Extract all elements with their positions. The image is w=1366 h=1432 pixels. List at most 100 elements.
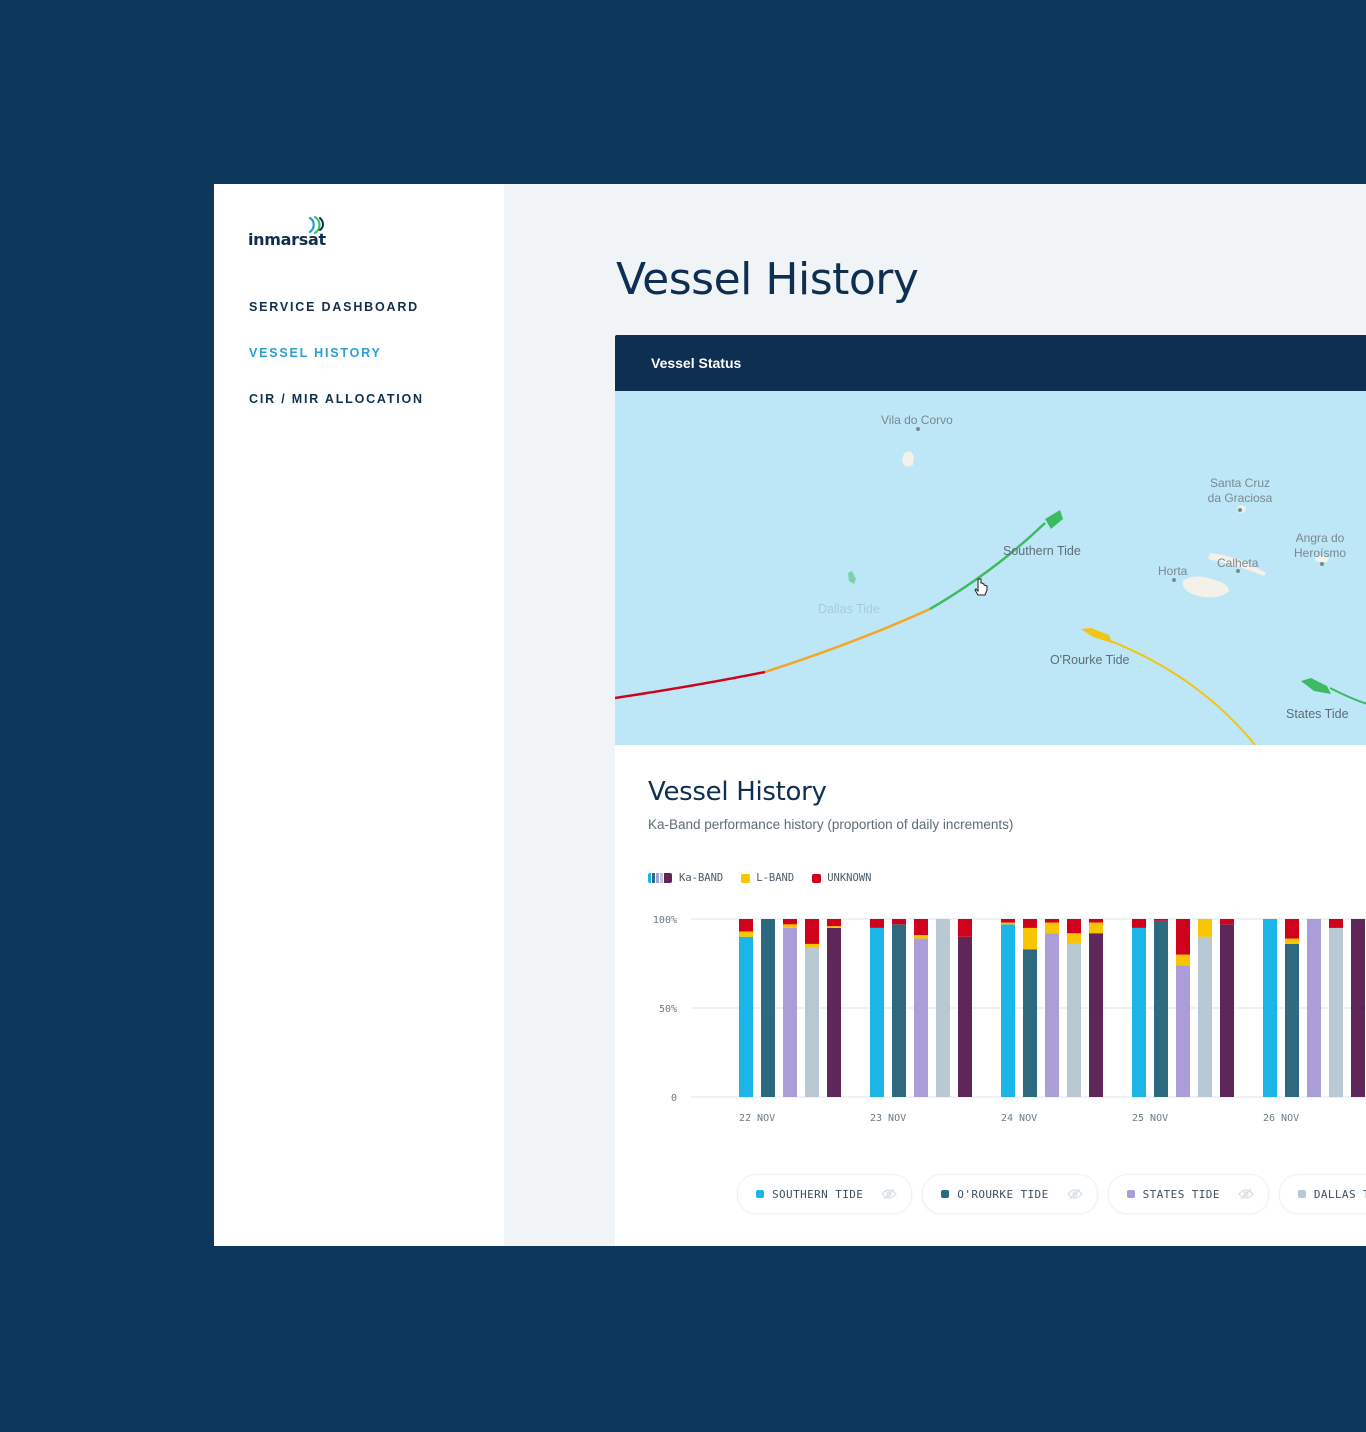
southern-tide-marker xyxy=(1045,510,1063,529)
eye-slash-icon[interactable] xyxy=(881,1188,898,1200)
logo-wordmark: inmarsat xyxy=(248,230,326,249)
nav-item-cir-mir-allocation[interactable]: CIR / MIR ALLOCATION xyxy=(249,392,424,406)
bar-ka-band xyxy=(783,927,797,1097)
ka-band-swatch xyxy=(648,873,673,883)
bar-ka-band xyxy=(1263,919,1277,1097)
vessel-label-states-tide[interactable]: States Tide xyxy=(1286,707,1349,721)
bar-ka-band xyxy=(1329,927,1343,1097)
bar-ka-band xyxy=(827,927,841,1097)
vessel-card: Vessel Status xyxy=(615,335,1366,1246)
legend-unknown-label: UNKNOWN xyxy=(827,872,872,884)
bar-l-band xyxy=(1001,922,1015,925)
x-tick-label: 22 NOV xyxy=(739,1113,775,1124)
bar-ka-band xyxy=(1198,936,1212,1097)
bar-l-band xyxy=(827,926,841,928)
filter-states-tide[interactable]: STATES TIDE xyxy=(1107,1174,1269,1214)
bar-ka-band xyxy=(1351,919,1365,1097)
eye-slash-icon[interactable] xyxy=(1066,1188,1083,1200)
legend-ka-band-label: Ka-BAND xyxy=(679,872,724,884)
southern-tide-track-good xyxy=(929,522,1046,611)
bar-unknown xyxy=(870,919,884,928)
bar-unknown xyxy=(1220,919,1234,925)
southern-tide-track-fair xyxy=(764,607,931,674)
bar-ka-band xyxy=(1023,949,1037,1097)
y-tick-label: 0 xyxy=(671,1093,677,1104)
vessel-map[interactable]: Vila do Corvo Santa Cruz da Graciosa Ang… xyxy=(615,391,1366,745)
inmarsat-logo[interactable]: inmarsat xyxy=(248,216,348,252)
bar-unknown xyxy=(958,919,972,937)
bar-ka-band xyxy=(1045,933,1059,1097)
x-tick-label: 26 NOV xyxy=(1263,1113,1299,1124)
x-tick-label: 25 NOV xyxy=(1132,1113,1168,1124)
bar-unknown xyxy=(1089,919,1103,923)
legend-l-band: L-BAND xyxy=(741,872,794,884)
bar-l-band xyxy=(783,924,797,928)
nav-item-service-dashboard[interactable]: SERVICE DASHBOARD xyxy=(249,300,419,314)
island-corvo xyxy=(902,451,914,467)
southern-tide-swatch xyxy=(756,1190,764,1198)
island-faial xyxy=(1182,576,1229,598)
bar-l-band xyxy=(1285,938,1299,944)
states-tide-track xyxy=(1329,687,1366,705)
filter-orourke-tide[interactable]: O'ROURKE TIDE xyxy=(922,1174,1098,1214)
island-flores xyxy=(848,571,856,584)
place-santa-cruz-da-graciosa: Santa Cruz da Graciosa xyxy=(1207,476,1273,505)
bar-ka-band xyxy=(1154,920,1168,1097)
satellite-signal-icon xyxy=(308,216,324,235)
bar-ka-band xyxy=(1001,924,1015,1097)
bar-ka-band xyxy=(1307,919,1321,1097)
bar-unknown xyxy=(1329,919,1343,928)
bar-ka-band xyxy=(1067,943,1081,1097)
bar-unknown xyxy=(1023,919,1037,928)
sidebar: inmarsat SERVICE DASHBOARD VESSEL HISTOR… xyxy=(214,184,504,1246)
bar-unknown xyxy=(1285,919,1299,939)
bar-unknown xyxy=(1001,919,1015,923)
island-terceira xyxy=(1315,555,1329,563)
bar-ka-band xyxy=(958,936,972,1097)
pointer-cursor-icon xyxy=(974,578,988,596)
bar-l-band xyxy=(1023,927,1037,950)
bar-unknown xyxy=(1176,919,1190,955)
orourke-tide-swatch xyxy=(941,1190,950,1198)
states-tide-marker xyxy=(1301,678,1331,694)
vessel-label-southern-tide[interactable]: Southern Tide xyxy=(1003,544,1081,558)
bar-l-band xyxy=(1067,933,1081,944)
bar-ka-band xyxy=(1285,943,1299,1097)
place-horta: Horta xyxy=(1158,564,1188,578)
bar-unknown xyxy=(805,919,819,944)
bar-ka-band xyxy=(1089,933,1103,1097)
legend-ka-band: Ka-BAND xyxy=(648,872,723,884)
y-tick-label: 100% xyxy=(653,915,677,926)
bar-ka-band xyxy=(761,919,775,1097)
bar-l-band xyxy=(914,935,928,939)
vessel-label-orourke-tide[interactable]: O'Rourke Tide xyxy=(1050,653,1130,667)
bar-unknown xyxy=(1067,919,1081,934)
unknown-swatch xyxy=(812,873,822,883)
island-sao-jorge xyxy=(1208,553,1266,576)
vessel-filter-bar: SOUTHERN TIDE O'ROURKE TIDE STATES TIDE xyxy=(737,1174,1366,1214)
place-calheta: Calheta xyxy=(1217,556,1259,570)
bar-unknown xyxy=(892,919,906,925)
eye-slash-icon[interactable] xyxy=(1238,1188,1254,1200)
orourke-tide-track xyxy=(1094,634,1256,745)
vessel-label-dallas-tide[interactable]: Dallas Tide xyxy=(818,602,880,616)
main-content: Vessel History Vessel Status xyxy=(504,184,1366,1246)
place-vila-do-corvo: Vila do Corvo xyxy=(881,413,953,427)
bar-l-band xyxy=(805,943,819,948)
filter-label: STATES TIDE xyxy=(1142,1187,1220,1201)
filter-label: O'ROURKE TIDE xyxy=(957,1187,1049,1201)
main-nav: SERVICE DASHBOARD VESSEL HISTORY CIR / M… xyxy=(249,298,424,436)
bar-ka-band xyxy=(936,919,950,1097)
bar-ka-band xyxy=(739,936,753,1097)
nav-item-vessel-history[interactable]: VESSEL HISTORY xyxy=(249,346,382,360)
filter-dallas-tide[interactable]: DALLAS TIDE xyxy=(1278,1174,1366,1214)
bar-ka-band xyxy=(870,927,884,1097)
l-band-swatch xyxy=(741,873,751,883)
bar-l-band xyxy=(1089,922,1103,934)
filter-label: SOUTHERN TIDE xyxy=(772,1187,864,1201)
filter-southern-tide[interactable]: SOUTHERN TIDE xyxy=(737,1174,913,1214)
history-title: Vessel History xyxy=(648,777,827,807)
bar-unknown xyxy=(1132,919,1146,928)
page-title: Vessel History xyxy=(616,254,919,305)
x-tick-label: 23 NOV xyxy=(870,1113,906,1124)
